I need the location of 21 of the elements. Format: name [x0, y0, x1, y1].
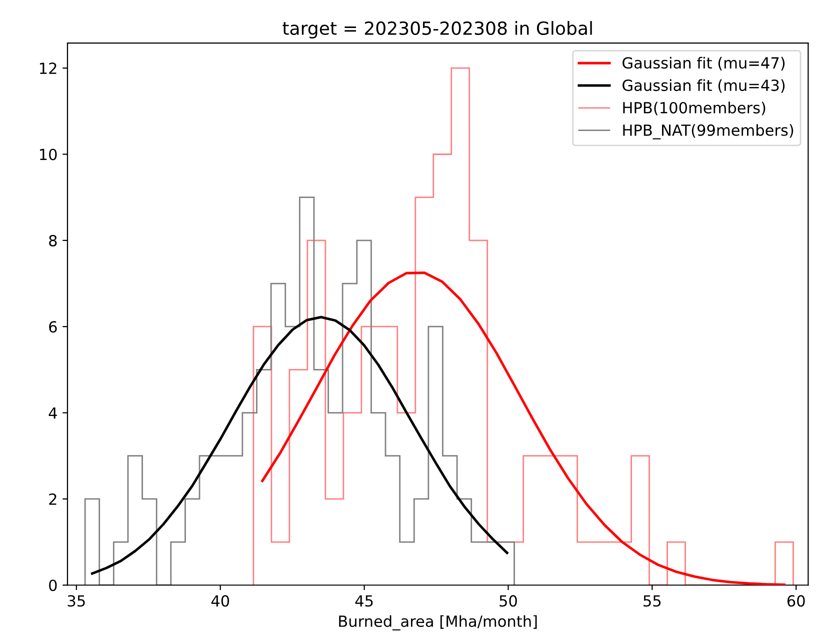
legend-label: Gaussian fit (mu=43) [622, 79, 785, 93]
y-tick-label: 0 [49, 580, 57, 592]
line-series [90, 316, 508, 575]
y-tick-label: 4 [48, 407, 57, 419]
legend-label: HPB(100members) [623, 102, 766, 116]
x-tick-label: 35 [68, 595, 85, 607]
y-tick-label: 8 [49, 234, 57, 246]
x-tick-label: 60 [787, 595, 805, 607]
x-axis-title: Burned_area [Mha/month] [339, 615, 537, 630]
y-tick-label: 10 [40, 148, 57, 160]
x-tick-label: 50 [500, 595, 517, 607]
y-tick-label: 6 [49, 321, 57, 333]
x-tick-label: 40 [211, 595, 230, 607]
x-tick-label: 45 [355, 595, 373, 607]
y-tick-label: 12 [40, 62, 56, 74]
x-tick-label: 55 [644, 595, 661, 607]
chart-title: target = 202305-202308 in Global [282, 21, 592, 39]
line-series [261, 271, 786, 586]
legend-label: Gaussian fit (mu=47) [622, 56, 785, 70]
legend-label: HPB_NAT(99members) [623, 124, 794, 140]
y-tick-label: 2 [49, 493, 56, 505]
